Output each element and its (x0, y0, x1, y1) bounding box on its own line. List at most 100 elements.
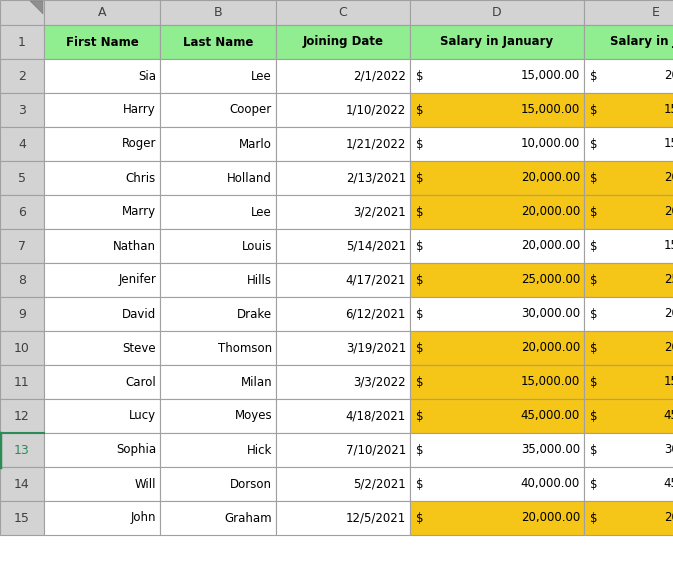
Bar (276, 365, 410, 399)
Bar (44, 25, 160, 59)
Text: $: $ (416, 375, 423, 388)
Bar (0, 93, 44, 127)
Bar (0, 399, 44, 433)
Text: Joining Date: Joining Date (302, 36, 384, 49)
Bar (160, 331, 276, 365)
Text: 35,000.00: 35,000.00 (521, 443, 580, 456)
Text: Last Name: Last Name (183, 36, 253, 49)
Text: Nathan: Nathan (113, 239, 156, 252)
Bar (584, 0, 673, 25)
Text: 12: 12 (14, 409, 30, 422)
Text: 1/21/2022: 1/21/2022 (346, 138, 406, 150)
Text: Moyes: Moyes (234, 409, 272, 422)
Text: A: A (98, 6, 106, 19)
Text: $: $ (416, 70, 423, 83)
Bar (0, 263, 44, 297)
Text: Drake: Drake (237, 307, 272, 320)
Text: Marry: Marry (122, 205, 156, 218)
Text: $: $ (590, 341, 598, 354)
Text: Sophia: Sophia (116, 443, 156, 456)
Text: 15,000.00: 15,000.00 (664, 375, 673, 388)
Text: $: $ (590, 239, 598, 252)
Text: 3: 3 (18, 104, 26, 116)
Text: 20,000.00: 20,000.00 (521, 341, 580, 354)
Text: 45,000.00: 45,000.00 (664, 477, 673, 490)
Text: D: D (492, 6, 502, 19)
Text: 15,000.00: 15,000.00 (521, 375, 580, 388)
Bar (160, 263, 276, 297)
Bar (160, 467, 276, 501)
Text: Steve: Steve (122, 341, 156, 354)
Bar (160, 0, 276, 25)
Text: 3/19/2021: 3/19/2021 (346, 341, 406, 354)
Bar (584, 127, 673, 161)
Text: Cooper: Cooper (229, 104, 272, 116)
Bar (584, 467, 673, 501)
Text: 30,000.00: 30,000.00 (521, 307, 580, 320)
Bar (410, 297, 584, 331)
Text: David: David (122, 307, 156, 320)
Bar (584, 25, 673, 59)
Bar (160, 501, 276, 535)
Bar (410, 501, 584, 535)
Bar (44, 263, 160, 297)
Bar (44, 467, 160, 501)
Bar (44, 195, 160, 229)
Bar (584, 93, 673, 127)
Bar (0, 467, 44, 501)
Bar (410, 161, 584, 195)
Bar (276, 501, 410, 535)
Text: 12/5/2021: 12/5/2021 (346, 511, 406, 524)
Bar (276, 331, 410, 365)
Text: B: B (214, 6, 222, 19)
Text: 15: 15 (14, 511, 30, 524)
Text: $: $ (590, 477, 598, 490)
Text: E: E (651, 6, 660, 19)
Bar (0, 0, 44, 25)
Text: $: $ (416, 171, 423, 184)
Text: 25,000.00: 25,000.00 (664, 273, 673, 286)
Bar (276, 263, 410, 297)
Text: $: $ (590, 104, 598, 116)
Text: 20,000.00: 20,000.00 (664, 171, 673, 184)
Text: $: $ (590, 138, 598, 150)
Bar (584, 399, 673, 433)
Text: Roger: Roger (122, 138, 156, 150)
Text: 9: 9 (18, 307, 26, 320)
Bar (410, 93, 584, 127)
Bar (410, 59, 584, 93)
Text: $: $ (590, 273, 598, 286)
Text: $: $ (416, 138, 423, 150)
Text: 45,000.00: 45,000.00 (521, 409, 580, 422)
Text: Jenifer: Jenifer (118, 273, 156, 286)
Text: 5/2/2021: 5/2/2021 (353, 477, 406, 490)
Text: Holland: Holland (227, 171, 272, 184)
Bar (44, 399, 160, 433)
Bar (160, 127, 276, 161)
Text: 5: 5 (18, 171, 26, 184)
Bar (0, 331, 44, 365)
Bar (44, 331, 160, 365)
Text: Lucy: Lucy (129, 409, 156, 422)
Bar (0, 195, 44, 229)
Text: Thomson: Thomson (218, 341, 272, 354)
Text: 20,000.00: 20,000.00 (521, 171, 580, 184)
Text: $: $ (416, 477, 423, 490)
Bar (160, 297, 276, 331)
Bar (0, 501, 44, 535)
Bar (276, 297, 410, 331)
Bar (584, 195, 673, 229)
Text: 20,000.00: 20,000.00 (664, 511, 673, 524)
Text: 10,000.00: 10,000.00 (521, 138, 580, 150)
Bar (410, 331, 584, 365)
Bar (160, 59, 276, 93)
Text: 15,000.00: 15,000.00 (521, 70, 580, 83)
Text: Lee: Lee (251, 205, 272, 218)
Bar (44, 297, 160, 331)
Text: Salary in January: Salary in January (440, 36, 554, 49)
Bar (584, 161, 673, 195)
Text: 15,000.00: 15,000.00 (664, 104, 673, 116)
Bar (276, 0, 410, 25)
Bar (276, 229, 410, 263)
Text: 20,000.00: 20,000.00 (521, 511, 580, 524)
